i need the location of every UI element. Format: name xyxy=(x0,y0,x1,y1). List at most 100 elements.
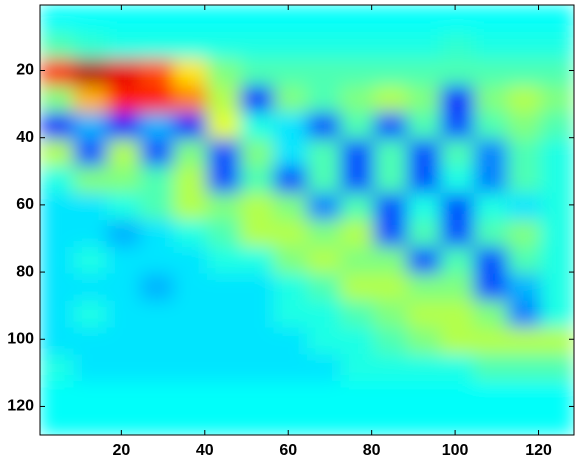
heatmap-cell xyxy=(273,354,308,382)
heatmap-cell xyxy=(140,166,174,194)
heatmap-cell xyxy=(106,31,141,60)
heatmap-cell xyxy=(307,354,341,382)
heatmap-cell xyxy=(340,300,375,328)
heatmap-cell xyxy=(140,381,174,409)
heatmap-cell xyxy=(440,31,475,60)
heatmap xyxy=(40,5,574,435)
heatmap-cell xyxy=(407,58,441,87)
heatmap-cell xyxy=(373,381,408,409)
heatmap-cell xyxy=(340,166,375,194)
axes-box xyxy=(39,4,575,436)
heatmap-cell xyxy=(507,166,542,194)
heatmap-cell xyxy=(340,193,375,221)
heatmap-cell xyxy=(507,354,542,382)
heatmap-cell xyxy=(407,112,441,140)
heatmap-cell xyxy=(106,327,141,355)
heatmap-cell xyxy=(40,408,74,435)
heatmap-cell xyxy=(173,58,208,87)
heatmap-cell xyxy=(507,273,542,302)
heatmap-cell xyxy=(73,193,108,221)
heatmap-cell xyxy=(507,112,542,140)
heatmap-cell xyxy=(106,193,141,221)
heatmap-cell xyxy=(73,166,108,194)
heatmap-cell xyxy=(206,246,241,275)
heatmap-cell xyxy=(307,273,341,302)
heatmap-cell xyxy=(307,5,341,33)
heatmap-cell xyxy=(407,220,441,248)
heatmap-cell xyxy=(373,85,408,113)
heatmap-cell xyxy=(473,246,508,275)
heatmap-cell xyxy=(240,85,275,113)
heatmap-cell xyxy=(206,273,241,302)
heatmap-cell xyxy=(273,31,308,60)
x-tick-label: 60 xyxy=(279,442,297,459)
heatmap-cell xyxy=(307,220,341,248)
heatmap-cell xyxy=(206,5,241,33)
heatmap-cell xyxy=(307,327,341,355)
heatmap-cell xyxy=(440,166,475,194)
heatmap-cell xyxy=(40,273,74,302)
heatmap-cell xyxy=(507,246,542,275)
heatmap-cell xyxy=(373,58,408,87)
heatmap-cell xyxy=(373,354,408,382)
heatmap-cell xyxy=(507,31,542,60)
heatmap-cell xyxy=(540,85,574,113)
heatmap-cell xyxy=(273,5,308,33)
heatmap-cell xyxy=(273,166,308,194)
heatmap-cell xyxy=(440,300,475,328)
heatmap-cell xyxy=(106,300,141,328)
heatmap-cell xyxy=(273,408,308,435)
heatmap-cell xyxy=(273,193,308,221)
heatmap-cell xyxy=(373,246,408,275)
heatmap-cell xyxy=(540,381,574,409)
heatmap-cell xyxy=(473,327,508,355)
y-tick-label: 120 xyxy=(7,398,34,415)
heatmap-cell xyxy=(540,354,574,382)
heatmap-cell xyxy=(140,327,174,355)
heatmap-cell xyxy=(73,246,108,275)
heatmap-cell xyxy=(240,5,275,33)
heatmap-cell xyxy=(473,273,508,302)
heatmap-cell xyxy=(73,327,108,355)
heatmap-cell xyxy=(340,85,375,113)
heatmap-cell xyxy=(140,408,174,435)
heatmap-cell xyxy=(340,31,375,60)
heatmap-cell xyxy=(106,5,141,33)
y-tick-label: 100 xyxy=(7,330,34,347)
heatmap-cell xyxy=(173,112,208,140)
heatmap-cell xyxy=(240,58,275,87)
heatmap-cell xyxy=(540,166,574,194)
heatmap-cell xyxy=(540,408,574,435)
heatmap-cell xyxy=(173,220,208,248)
heatmap-cell xyxy=(73,5,108,33)
heatmap-cell xyxy=(73,85,108,113)
heatmap-cell xyxy=(373,220,408,248)
heatmap-cell xyxy=(407,139,441,167)
heatmap-cell xyxy=(407,5,441,33)
heatmap-cell xyxy=(273,381,308,409)
heatmap-cell xyxy=(440,354,475,382)
heatmap-cell xyxy=(340,246,375,275)
heatmap-cell xyxy=(40,193,74,221)
heatmap-cell xyxy=(173,31,208,60)
heatmap-cell xyxy=(73,139,108,167)
heatmap-cell xyxy=(307,58,341,87)
heatmap-cell xyxy=(40,300,74,328)
heatmap-cell xyxy=(340,381,375,409)
heatmap-cell xyxy=(273,112,308,140)
heatmap-cell xyxy=(473,354,508,382)
heatmap-cell xyxy=(340,327,375,355)
heatmap-cell xyxy=(106,408,141,435)
heatmap-cell xyxy=(240,139,275,167)
heatmap-cell xyxy=(73,112,108,140)
heatmap-cell xyxy=(440,85,475,113)
heatmap-cell xyxy=(473,300,508,328)
heatmap-cell xyxy=(273,327,308,355)
heatmap-cell xyxy=(40,31,74,60)
heatmap-cell xyxy=(507,5,542,33)
plot-area xyxy=(40,5,574,435)
heatmap-cell xyxy=(206,85,241,113)
heatmap-cell xyxy=(173,193,208,221)
heatmap-cell xyxy=(340,5,375,33)
heatmap-cell xyxy=(507,381,542,409)
